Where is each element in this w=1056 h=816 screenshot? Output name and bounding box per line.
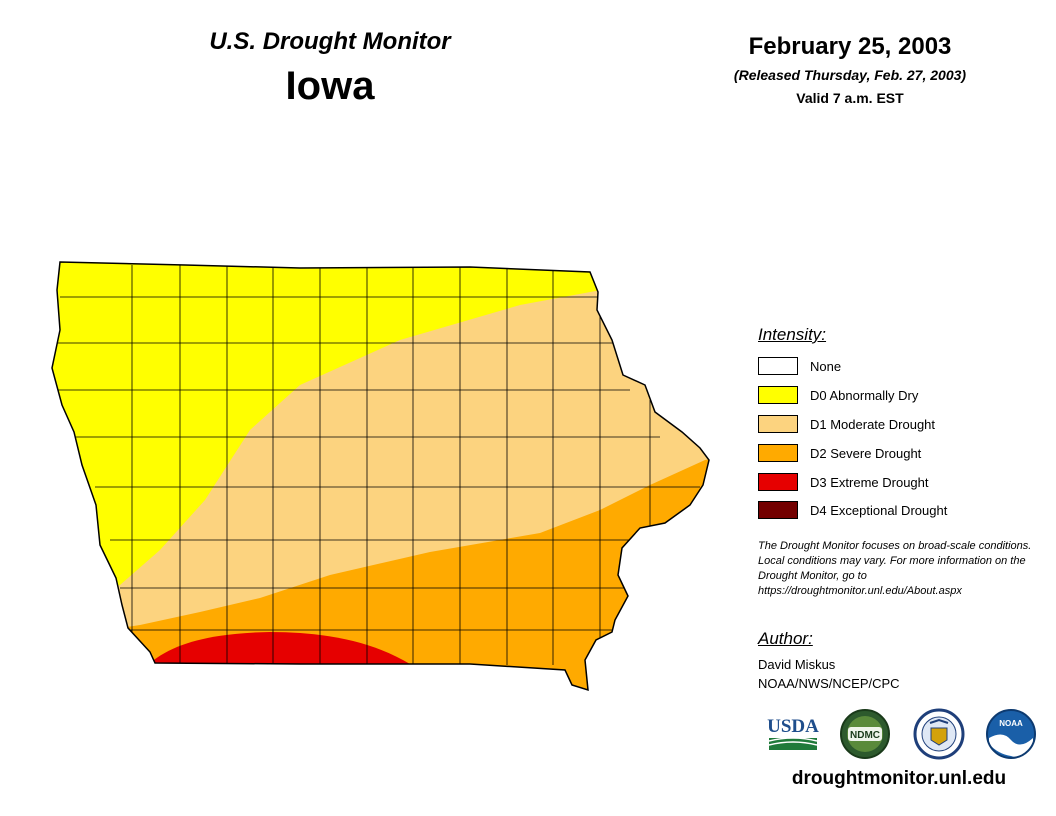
legend-label: D4 Exceptional Drought — [810, 502, 948, 518]
valid-time: Valid 7 a.m. EST — [796, 90, 904, 106]
website-link[interactable]: droughtmonitor.unl.edu — [791, 768, 1007, 789]
legend-item-d1: D1 Moderate Drought — [758, 414, 935, 434]
legend-swatch — [758, 501, 798, 519]
state-outline — [51, 261, 710, 692]
legend-label: D2 Severe Drought — [810, 445, 922, 461]
author-name: David Miskus — [758, 657, 836, 672]
agency-logos: USDA NDMC NOAA — [767, 708, 1036, 760]
legend-swatch — [758, 444, 798, 462]
author-org: NOAA/NWS/NCEP/CPC — [758, 676, 900, 691]
author-title: Author: — [758, 629, 813, 648]
disclaimer-note: The Drought Monitor focuses on broad-sca… — [758, 540, 1032, 597]
legend-swatch — [758, 473, 798, 491]
state-title: Iowa — [285, 64, 375, 108]
legend-swatch — [758, 386, 798, 404]
noaa-logo-text: NOAA — [999, 719, 1023, 728]
legend-swatch — [758, 357, 798, 375]
legend-item-d2: D2 Severe Drought — [758, 443, 921, 463]
ndmc-logo: NDMC — [840, 709, 890, 759]
noaa-logo: NOAA — [986, 709, 1036, 759]
ndmc-logo-text: NDMC — [850, 730, 880, 741]
usda-logo: USDA — [767, 716, 819, 750]
legend-title: Intensity: — [758, 325, 827, 344]
legend-swatch — [758, 415, 798, 433]
legend-label: D0 Abnormally Dry — [810, 387, 919, 403]
drought-category-areas — [52, 262, 709, 690]
county-boundaries — [55, 265, 700, 665]
map-date: February 25, 2003 — [748, 33, 952, 60]
product-title: U.S. Drought Monitor — [209, 28, 451, 55]
release-date: (Released Thursday, Feb. 27, 2003) — [733, 67, 967, 83]
legend-item-none: None — [758, 356, 841, 376]
legend-label: D3 Extreme Drought — [810, 474, 929, 490]
legend-item-d3: D3 Extreme Drought — [758, 472, 929, 492]
legend-label: D1 Moderate Drought — [810, 416, 936, 432]
usda-logo-text: USDA — [767, 716, 819, 737]
legend-item-d4: D4 Exceptional Drought — [758, 500, 947, 520]
legend-label: None — [810, 358, 842, 374]
legend-item-d0: D0 Abnormally Dry — [758, 385, 918, 405]
commerce-logo-icon — [913, 708, 965, 760]
